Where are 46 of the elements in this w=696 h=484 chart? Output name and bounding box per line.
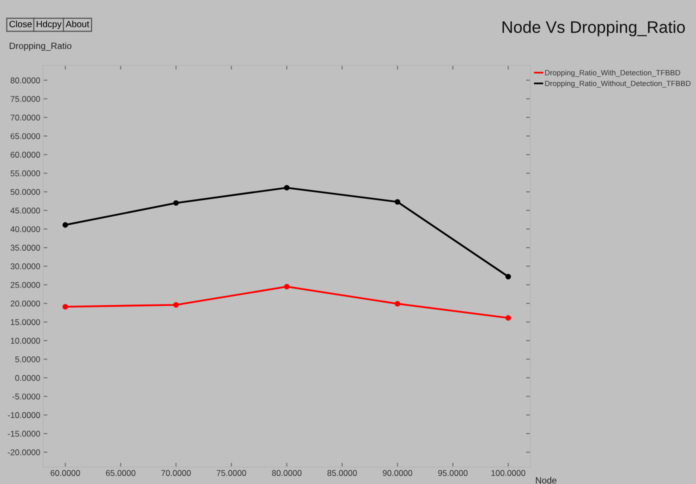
x-axis-title: Node: [536, 476, 556, 484]
y-tick-label: 30.0000: [10, 263, 40, 270]
text: Hdcpy: [36, 20, 62, 30]
y-tick-label: 75.0000: [10, 96, 40, 102]
y-tick-label: -10.0000: [8, 412, 40, 418]
y-tick-label: 5.0000: [15, 356, 40, 362]
x-tick-label: 100.0000: [491, 470, 526, 476]
text: About: [66, 20, 90, 28]
point: [394, 199, 400, 205]
point: [173, 200, 179, 206]
x-tick-label: 85.0000: [327, 470, 357, 476]
y-tick-label: 20.0000: [10, 300, 40, 306]
y-tick-label: -5.0000: [12, 394, 40, 400]
x-tick-label: 80.0000: [272, 470, 302, 476]
x-tick-label: 90.0000: [382, 470, 412, 476]
text: Node Vs Dropping_Ratio: [502, 20, 685, 36]
y-tick-label: 45.0000: [10, 208, 40, 214]
y-tick-label: 40.0000: [10, 226, 40, 232]
x-tick-label: 70.0000: [161, 470, 191, 476]
y-tick-label: 65.0000: [10, 133, 40, 140]
point: [284, 184, 290, 190]
point: [284, 284, 290, 290]
y-tick-label: 70.0000: [10, 114, 40, 121]
y-axis-title: Dropping_Ratio: [10, 42, 72, 51]
point: [62, 222, 68, 228]
y-tick-label: 80.0000: [10, 77, 40, 84]
y-tick-label: 55.0000: [10, 170, 40, 176]
text: Close: [10, 20, 32, 28]
y-tick-label: -15.0000: [8, 430, 40, 437]
point: [505, 274, 511, 280]
y-tick-label: 25.0000: [10, 282, 40, 288]
x-tick-label: 75.0000: [216, 470, 246, 476]
y-tick-label: 35.0000: [10, 244, 40, 251]
x-tick-label: 95.0000: [438, 470, 468, 476]
y-tick-label: 0.0000: [15, 374, 40, 381]
point: [394, 300, 400, 307]
point: [505, 315, 511, 321]
point: [173, 302, 179, 308]
y-tick-label: 50.0000: [10, 189, 40, 195]
x-tick-label: 65.0000: [106, 470, 136, 476]
y-tick-label: 60.0000: [10, 152, 40, 158]
x-tick-label: 60.0000: [50, 470, 80, 476]
y-tick-label: 15.0000: [10, 319, 40, 326]
y-tick-label: -20.0000: [8, 449, 40, 456]
point: [62, 304, 68, 310]
y-tick-label: 10.0000: [10, 338, 40, 344]
